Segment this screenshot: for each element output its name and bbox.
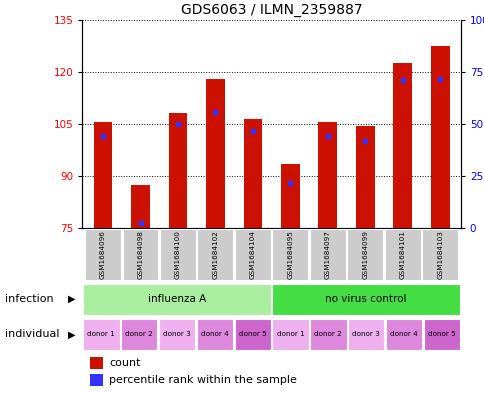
Text: donor 4: donor 4 (389, 331, 417, 338)
Text: GSM1684104: GSM1684104 (249, 230, 256, 279)
Text: individual: individual (5, 329, 59, 340)
Text: donor 1: donor 1 (276, 331, 304, 338)
FancyBboxPatch shape (160, 229, 196, 280)
Text: donor 2: donor 2 (314, 331, 342, 338)
FancyBboxPatch shape (272, 319, 308, 350)
FancyBboxPatch shape (423, 319, 459, 350)
Text: GSM1684099: GSM1684099 (362, 230, 367, 279)
FancyBboxPatch shape (85, 229, 121, 280)
Text: infection: infection (5, 294, 53, 304)
Text: GSM1684101: GSM1684101 (399, 230, 405, 279)
Bar (393, 63, 411, 228)
Text: donor 5: donor 5 (427, 331, 455, 338)
Text: percentile rank within the sample: percentile rank within the sample (109, 375, 296, 385)
Text: GSM1684102: GSM1684102 (212, 230, 218, 279)
FancyBboxPatch shape (159, 319, 195, 350)
FancyBboxPatch shape (234, 229, 270, 280)
FancyBboxPatch shape (234, 319, 270, 350)
Text: GSM1684095: GSM1684095 (287, 230, 293, 279)
Text: donor 4: donor 4 (200, 331, 228, 338)
Text: donor 3: donor 3 (351, 331, 379, 338)
FancyBboxPatch shape (197, 229, 233, 280)
FancyBboxPatch shape (385, 319, 421, 350)
FancyBboxPatch shape (83, 319, 119, 350)
FancyBboxPatch shape (122, 229, 158, 280)
Text: GSM1684097: GSM1684097 (324, 230, 330, 279)
FancyBboxPatch shape (347, 229, 382, 280)
Bar (355, 125, 374, 228)
Bar (90, 374, 103, 386)
Bar (280, 164, 299, 228)
FancyBboxPatch shape (272, 283, 459, 315)
Bar (430, 46, 449, 228)
FancyBboxPatch shape (309, 229, 345, 280)
FancyBboxPatch shape (272, 229, 308, 280)
Text: no virus control: no virus control (325, 294, 406, 304)
FancyBboxPatch shape (421, 229, 457, 280)
Text: count: count (109, 358, 140, 368)
Text: GSM1684096: GSM1684096 (100, 230, 106, 279)
Bar (318, 122, 336, 228)
Text: donor 1: donor 1 (87, 331, 115, 338)
FancyBboxPatch shape (83, 283, 270, 315)
Text: ▶: ▶ (68, 294, 75, 304)
Text: GSM1684103: GSM1684103 (436, 230, 442, 279)
Bar (168, 113, 187, 228)
Text: GSM1684100: GSM1684100 (175, 230, 181, 279)
Text: GSM1684098: GSM1684098 (137, 230, 143, 279)
FancyBboxPatch shape (310, 319, 346, 350)
FancyBboxPatch shape (121, 319, 157, 350)
Text: donor 2: donor 2 (125, 331, 153, 338)
Bar (90, 357, 103, 369)
Bar (93, 122, 112, 228)
Text: influenza A: influenza A (148, 294, 206, 304)
Text: donor 5: donor 5 (238, 331, 266, 338)
Bar (243, 119, 262, 228)
Title: GDS6063 / ILMN_2359887: GDS6063 / ILMN_2359887 (181, 3, 362, 17)
Bar (206, 79, 224, 228)
Text: ▶: ▶ (68, 329, 75, 340)
FancyBboxPatch shape (348, 319, 383, 350)
Bar (131, 185, 150, 228)
FancyBboxPatch shape (197, 319, 232, 350)
FancyBboxPatch shape (384, 229, 420, 280)
Text: donor 3: donor 3 (163, 331, 191, 338)
